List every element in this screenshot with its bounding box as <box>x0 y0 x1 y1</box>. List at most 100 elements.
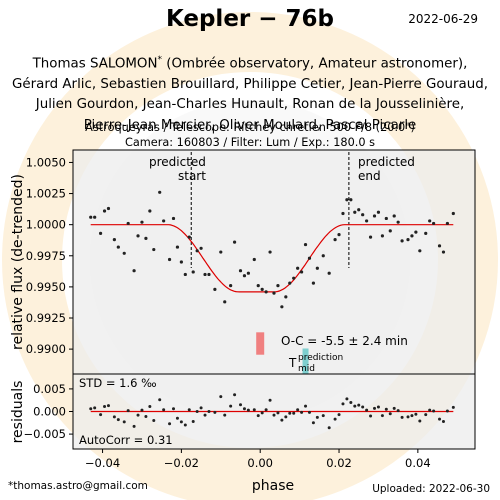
coauthor-line: Gérard Arlic, Sebastien Brouillard, Phil… <box>12 76 488 92</box>
flux-point <box>136 234 140 238</box>
residual-point <box>268 398 272 402</box>
flux-point <box>268 250 272 254</box>
flux-point <box>183 272 187 277</box>
residual-point <box>353 404 357 408</box>
flux-point <box>353 210 357 214</box>
flux-point <box>372 214 377 218</box>
flux-point <box>292 276 296 280</box>
y-tick-label: 1.0000 <box>26 218 66 232</box>
flux-point <box>195 249 199 253</box>
flux-point <box>191 270 195 274</box>
residual-point <box>126 409 130 413</box>
residual-point <box>400 415 404 419</box>
y-tick-label: 0.000 <box>33 405 66 419</box>
flux-point <box>223 300 227 304</box>
predicted-end-label: predicted <box>358 155 415 169</box>
flux-point <box>102 209 107 213</box>
residual-point <box>388 412 392 416</box>
residual-point <box>396 409 400 413</box>
observation-date: 2022-06-29 <box>408 12 478 26</box>
flux-point <box>396 220 400 224</box>
residual-point <box>373 406 376 410</box>
residual-point <box>311 421 315 425</box>
page-title: Kepler − 76b <box>165 6 335 32</box>
flux-point <box>106 206 111 211</box>
phase-xlabel: phase <box>252 478 294 494</box>
flux-point <box>256 284 260 288</box>
residual-point <box>195 410 199 413</box>
lead-author-line: Thomas SALOMON* (Ombrée observatory, Ama… <box>0 50 500 75</box>
flux-point <box>232 240 237 244</box>
flux-point <box>238 269 243 273</box>
residual-point <box>246 408 250 412</box>
flux-point <box>337 233 341 237</box>
residual-point <box>349 400 353 404</box>
flux-point <box>424 231 428 235</box>
flux-point <box>341 211 345 216</box>
flux-point <box>219 250 223 254</box>
residual-point <box>284 415 288 419</box>
residual-point <box>380 414 384 418</box>
residual-point <box>337 413 341 417</box>
flux-point <box>280 305 284 309</box>
residual-point <box>280 418 284 422</box>
flux-point <box>132 269 136 273</box>
flux-point <box>264 290 268 294</box>
predicted-end-label-2: end <box>358 169 381 183</box>
flux-point <box>162 219 166 223</box>
coauthor-line: Julien Gourdon, Jean-Charles Hunault, Ro… <box>35 97 465 113</box>
flux-point <box>144 236 148 240</box>
flux-point <box>199 246 203 250</box>
residual-point <box>99 413 103 417</box>
flux-point <box>327 271 331 275</box>
flux-point <box>349 198 353 202</box>
residual-point <box>183 423 187 427</box>
flux-point <box>299 270 304 274</box>
residual-point <box>361 405 365 409</box>
flux-point <box>441 250 446 254</box>
lightcurve-panel-bg <box>73 150 475 374</box>
flux-point <box>437 244 442 248</box>
oc-bar <box>256 332 265 355</box>
prediction-mid-bar <box>302 348 309 374</box>
residual-point <box>252 408 256 412</box>
residual-point <box>428 408 432 412</box>
flux-point <box>392 214 396 218</box>
residual-point <box>296 408 300 412</box>
y-tick-label: 0.9900 <box>26 342 66 356</box>
flux-point <box>246 271 250 275</box>
residual-point <box>438 417 442 421</box>
residual-point <box>445 409 449 413</box>
predicted-start-label: predicted <box>149 155 206 169</box>
telescope-info: Astroqueyras / Telescope: Ritchey chreti… <box>85 121 415 134</box>
flux-point <box>122 251 126 255</box>
flux-point <box>158 190 162 194</box>
residual-point <box>136 413 140 417</box>
flux-point <box>303 242 308 247</box>
flux-point <box>116 245 120 249</box>
residual-point <box>140 408 144 412</box>
flux-point <box>140 220 144 224</box>
x-tick-label: 0.00 <box>247 456 273 470</box>
flux-point <box>384 216 388 221</box>
flux-point <box>432 221 436 226</box>
flux-point <box>89 215 93 219</box>
residual-point <box>203 413 207 417</box>
residual-point <box>148 405 152 409</box>
residual-point <box>239 403 242 407</box>
flux-point <box>321 254 325 258</box>
flux-point <box>428 219 432 223</box>
residual-point <box>315 415 319 419</box>
residual-point <box>292 411 296 415</box>
residual-point <box>191 419 195 423</box>
residual-point <box>392 406 396 410</box>
flux-point <box>187 235 191 239</box>
residual-point <box>93 406 97 410</box>
lead-affiliation: (Ombrée observatory, Amateur astronomer)… <box>166 56 468 72</box>
y-tick-label: −0.005 <box>23 427 66 441</box>
flux-point <box>171 216 176 221</box>
flux-point <box>126 221 130 226</box>
x-tick-label: 0.04 <box>405 456 431 470</box>
flux-point <box>112 238 116 242</box>
